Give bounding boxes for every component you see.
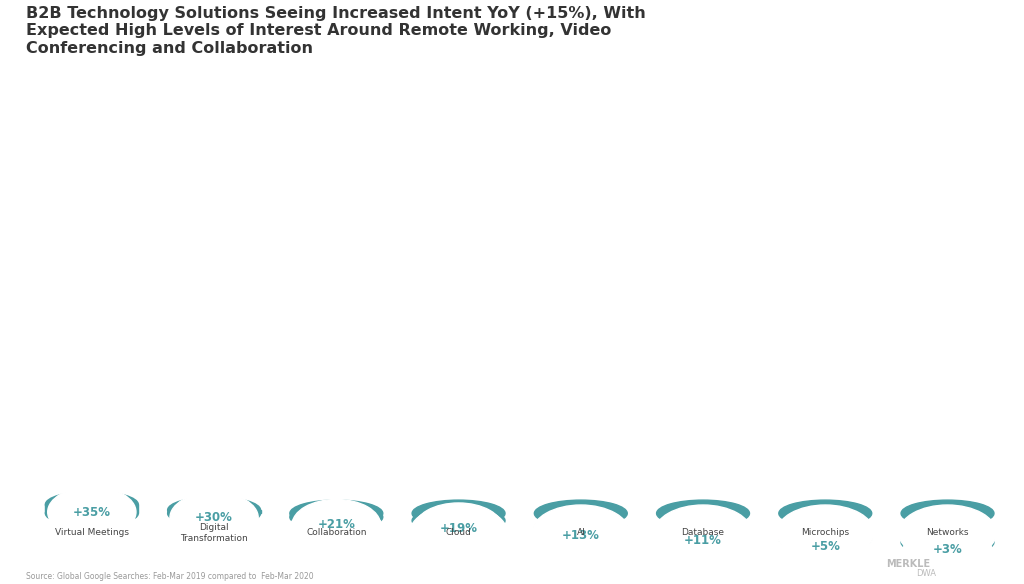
Text: +13%: +13% xyxy=(562,529,600,543)
Text: +30%: +30% xyxy=(196,511,233,524)
Ellipse shape xyxy=(781,521,869,572)
Text: Microchips: Microchips xyxy=(801,529,849,537)
Text: Source: Global Google Searches: Feb-Mar 2019 compared to  Feb-Mar 2020: Source: Global Google Searches: Feb-Mar … xyxy=(26,572,313,581)
Text: Virtual Meetings: Virtual Meetings xyxy=(55,529,129,537)
Text: DWA: DWA xyxy=(916,569,937,578)
Ellipse shape xyxy=(656,519,750,545)
Text: +11%: +11% xyxy=(684,534,722,547)
Text: Digital
Transformation: Digital Transformation xyxy=(180,523,248,543)
Ellipse shape xyxy=(168,500,260,527)
Text: +35%: +35% xyxy=(73,506,111,519)
Ellipse shape xyxy=(901,500,994,527)
Ellipse shape xyxy=(290,500,383,527)
Text: Cloud: Cloud xyxy=(445,529,471,537)
Ellipse shape xyxy=(288,505,385,561)
Text: +19%: +19% xyxy=(439,522,477,534)
Ellipse shape xyxy=(535,500,628,527)
Ellipse shape xyxy=(903,524,991,575)
Text: +21%: +21% xyxy=(317,518,355,531)
Ellipse shape xyxy=(901,529,994,555)
Ellipse shape xyxy=(290,504,383,530)
Text: Database: Database xyxy=(682,529,725,537)
Ellipse shape xyxy=(532,505,630,561)
Text: AI: AI xyxy=(577,529,585,537)
Ellipse shape xyxy=(410,505,507,561)
Text: Networks: Networks xyxy=(927,529,969,537)
Ellipse shape xyxy=(170,492,258,543)
Bar xyxy=(45,505,138,513)
Text: Collaboration: Collaboration xyxy=(306,529,367,537)
Ellipse shape xyxy=(654,505,752,561)
Ellipse shape xyxy=(165,505,263,561)
Ellipse shape xyxy=(776,505,874,561)
Ellipse shape xyxy=(412,507,505,534)
Bar xyxy=(168,510,260,513)
Ellipse shape xyxy=(412,500,505,527)
Ellipse shape xyxy=(45,491,138,518)
Ellipse shape xyxy=(656,500,750,527)
Ellipse shape xyxy=(292,499,381,550)
Ellipse shape xyxy=(537,510,625,561)
Ellipse shape xyxy=(779,500,871,527)
Text: MERKLE: MERKLE xyxy=(886,559,930,569)
Ellipse shape xyxy=(48,487,136,537)
Ellipse shape xyxy=(168,497,260,523)
Ellipse shape xyxy=(779,526,871,552)
Text: +5%: +5% xyxy=(810,540,841,553)
Text: +3%: +3% xyxy=(933,543,963,557)
Ellipse shape xyxy=(415,503,503,553)
Ellipse shape xyxy=(45,500,138,527)
Ellipse shape xyxy=(899,505,996,561)
Ellipse shape xyxy=(658,515,748,565)
Ellipse shape xyxy=(43,505,140,561)
Text: B2B Technology Solutions Seeing Increased Intent YoY (+15%), With
Expected High : B2B Technology Solutions Seeing Increase… xyxy=(26,6,645,55)
Ellipse shape xyxy=(535,515,628,541)
